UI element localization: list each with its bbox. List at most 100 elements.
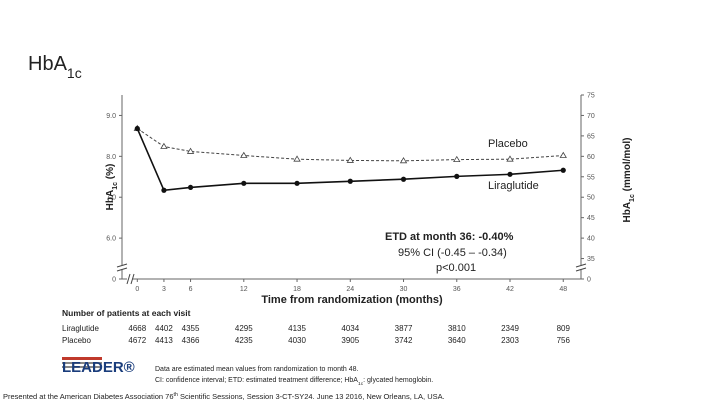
y2-axis-title: HbA1c (mmol/mol) [622, 137, 636, 222]
annotation: 95% CI (-0.45 – -0.34) [398, 247, 507, 259]
footnote: CI: confidence interval; ETD: estimated … [155, 377, 433, 387]
annotation: p<0.001 [436, 262, 476, 274]
marker [134, 125, 140, 132]
marker [240, 151, 248, 158]
marker [161, 187, 167, 193]
slide-title-part: 1c [67, 65, 82, 81]
marker [453, 155, 461, 163]
y2-tick-label: 40 [587, 236, 595, 243]
at-risk-count: 4135 [288, 324, 306, 333]
footer: Presented at the American Diabetes Assoc… [3, 392, 445, 401]
series-line [136, 128, 564, 192]
series-label: Liraglutide [488, 180, 539, 192]
at-risk-count: 4030 [288, 336, 306, 345]
at-risk-name: Liraglutide [62, 324, 99, 333]
y2-axis-title-part: 1c [629, 194, 636, 202]
x-tick-label: 0 [135, 286, 139, 293]
slide-title-part: HbA [28, 53, 68, 75]
footer-part: th [174, 392, 178, 398]
series-label: Placebo [488, 138, 528, 150]
slide-title: HbA1c [28, 53, 82, 81]
footnote: Data are estimated mean values from rand… [155, 366, 359, 373]
y-axis-title-part: (%) [105, 164, 116, 182]
marker [559, 151, 567, 158]
y2-tick-label: 45 [587, 215, 595, 222]
footnote-part: 1c [358, 381, 364, 387]
marker [241, 180, 247, 186]
y2-tick-label: 75 [587, 93, 595, 100]
at-risk-count: 4235 [235, 336, 253, 345]
at-risk-name: Placebo [62, 336, 91, 345]
y2-tick-label: 0 [587, 277, 591, 284]
at-risk-count: 4413 [155, 336, 173, 345]
logo: LEADER® [62, 359, 135, 376]
at-risk-count: 4034 [341, 324, 359, 333]
at-risk-count: 756 [557, 336, 571, 345]
marker [186, 147, 195, 154]
x-tick-label: 30 [400, 286, 408, 293]
x-tick-label: 36 [453, 286, 461, 293]
y2-tick-label: 35 [587, 256, 595, 263]
y-tick-label: 8.0 [106, 154, 116, 161]
at-risk-count: 3742 [395, 336, 413, 345]
annotation: ETD at month 36: -0.40% [385, 231, 514, 243]
footnote-part: CI: confidence interval; ETD: estimated … [155, 377, 358, 384]
y-tick-label: 7.0 [106, 195, 116, 202]
at-risk-count: 3810 [448, 324, 466, 333]
footnote-part: : glycated hemoglobin. [363, 377, 433, 384]
x-axis-title: Time from randomization (months) [261, 294, 443, 306]
y-axis-title: HbA1c (%) [105, 164, 119, 211]
footnote-part: Data are estimated mean values from rand… [155, 366, 359, 373]
at-risk-count: 4295 [235, 324, 253, 333]
at-risk-count: 2303 [501, 336, 519, 345]
logo-mark [62, 357, 102, 368]
y2-tick-label: 65 [587, 133, 595, 140]
at-risk-count: 809 [557, 324, 571, 333]
marker [400, 176, 407, 182]
at-risk-count: 4402 [155, 324, 173, 333]
marker [293, 155, 301, 162]
y-axis-title-part: HbA [105, 190, 116, 211]
y-axis-title-part: 1c [112, 182, 119, 190]
y2-tick-label: 60 [587, 154, 595, 161]
marker [454, 173, 460, 179]
at-risk-count: 4355 [182, 324, 200, 333]
x-tick-label: 24 [346, 286, 354, 293]
x-tick-label: 12 [240, 286, 248, 293]
x-tick-label: 3 [162, 286, 166, 293]
footer-part: Presented at the American Diabetes Assoc… [3, 392, 174, 401]
y2-axis-title-part: HbA [622, 202, 633, 223]
at-risk-count: 4668 [128, 324, 146, 333]
y2-tick-label: 55 [587, 174, 595, 181]
x-tick-label: 6 [189, 286, 193, 293]
y-tick-label: 0 [112, 277, 116, 284]
axis-breaks [116, 263, 587, 285]
marker [399, 157, 408, 164]
y-tick-label: 9.0 [106, 113, 116, 120]
marker [294, 180, 300, 186]
y2-axis-title-part: (mmol/mol) [622, 137, 633, 194]
at-risk-count: 3905 [341, 336, 359, 345]
x-tick-label: 42 [506, 286, 514, 293]
y-tick-label: 6.0 [106, 236, 116, 243]
marker [560, 167, 566, 173]
at-risk-count: 4366 [182, 336, 200, 345]
marker [346, 156, 354, 163]
x-tick-label: 18 [293, 286, 301, 293]
at-risk-count: 3640 [448, 336, 466, 345]
series-line [137, 128, 564, 162]
at-risk-title: Number of patients at each visit [62, 308, 191, 318]
marker [187, 184, 194, 191]
footer-part: Scientific Sessions, Session 3-CT-SY24. … [178, 392, 445, 401]
marker [160, 142, 168, 149]
x-tick-label: 48 [559, 286, 567, 293]
y2-tick-label: 50 [587, 195, 595, 202]
marker [347, 178, 353, 184]
marker [506, 155, 514, 162]
at-risk-count: 2349 [501, 324, 519, 333]
y2-tick-label: 70 [587, 113, 595, 120]
at-risk-count: 3877 [395, 324, 413, 333]
at-risk-count: 4672 [128, 336, 146, 345]
